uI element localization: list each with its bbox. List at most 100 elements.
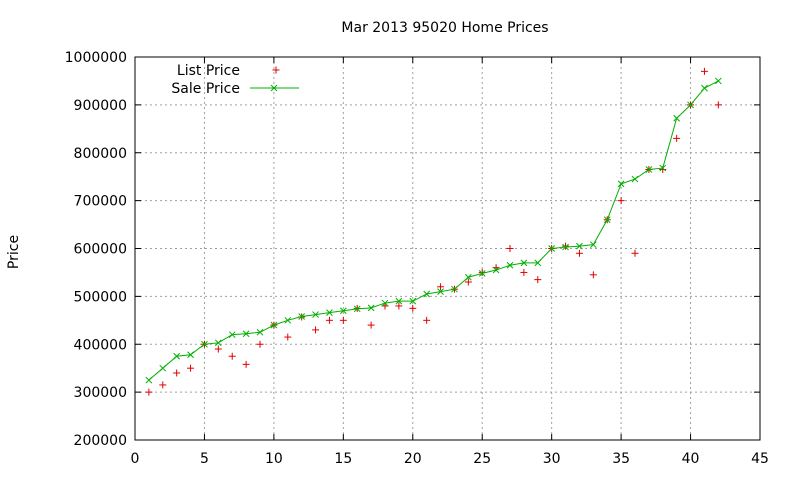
tick-label-layer: 0 5 10 15 20 25 30 35 40 45 200000 300000 400000 5000…: [65, 50, 769, 467]
list-price-point: [464, 278, 472, 286]
x-tick-label: 10: [265, 451, 283, 467]
sale-price-point: [562, 243, 569, 251]
sale-price-point: [687, 101, 694, 109]
legend-label-list-price: List Price: [177, 63, 240, 79]
legend-label-sale-price: Sale Price: [171, 81, 240, 97]
sale-price-point: [284, 316, 292, 324]
series-layer: [145, 67, 722, 396]
y-tick-label: 900000: [74, 98, 127, 114]
list-price-point: [631, 249, 639, 257]
sale-price-point: [645, 166, 653, 173]
sale-price-point: [701, 84, 708, 92]
y-tick-label: 600000: [74, 242, 127, 258]
list-price-point: [339, 316, 347, 324]
sale-price-point: [659, 164, 667, 172]
sale-price-point: [187, 351, 194, 359]
y-tick-label: 400000: [74, 337, 127, 353]
list-price-point: [437, 283, 445, 291]
y-tick-label: 800000: [74, 146, 127, 162]
sale-price-point: [617, 180, 625, 188]
sale-price-point: [381, 299, 389, 307]
y-tick-label: 500000: [74, 289, 127, 305]
x-tick-label: 15: [334, 451, 352, 467]
x-tick-label: 35: [612, 451, 630, 467]
sale-price-point: [159, 364, 167, 372]
y-tick-label: 300000: [74, 385, 127, 401]
grid-layer: [135, 57, 760, 440]
list-price-point: [284, 333, 292, 341]
list-price-point: [423, 316, 431, 324]
chart-title: Mar 2013 95020 Home Prices: [341, 20, 548, 36]
sale-price-point: [242, 330, 250, 338]
list-price-point: [409, 304, 417, 312]
series-1: [145, 77, 722, 384]
sale-price-point: [464, 273, 472, 281]
list-price-point: [617, 197, 625, 205]
list-price-point: [589, 271, 597, 279]
list-price-point: [159, 381, 167, 389]
list-price-point: [173, 369, 181, 377]
list-price-point: [700, 67, 708, 75]
sale-price-point: [423, 290, 431, 298]
sale-price-point: [339, 307, 347, 315]
legend-marks: [250, 66, 299, 92]
sale-price-point: [256, 328, 264, 336]
sale-price-point: [298, 313, 306, 320]
sale-price-point: [631, 175, 639, 183]
sale-price-point: [478, 270, 486, 277]
sale-price-point: [534, 259, 542, 267]
list-price-point: [506, 245, 514, 252]
list-price-point: [562, 242, 570, 250]
series-0: [145, 67, 722, 396]
list-price-point: [214, 345, 222, 353]
list-price-point: [367, 321, 375, 329]
x-tick-label: 30: [543, 451, 561, 467]
sale-price-point: [548, 245, 556, 252]
sale-price-point: [395, 297, 403, 305]
y-tick-label: 1000000: [65, 50, 127, 66]
list-price-point: [395, 302, 403, 310]
list-price-point: [228, 352, 236, 360]
sale-price-point: [673, 114, 681, 122]
list-price-point: [673, 134, 681, 142]
sale-price-point: [409, 297, 417, 305]
list-price-point: [187, 364, 195, 372]
list-price-point: [714, 101, 722, 109]
sale-price-point: [353, 305, 361, 313]
list-price-point: [520, 268, 528, 276]
sale-price-point: [312, 311, 319, 318]
sale-price-point: [506, 261, 514, 269]
list-price-point: [325, 316, 333, 324]
x-tick-label: 0: [131, 451, 140, 467]
sale-price-point: [367, 304, 375, 312]
sale-price-point: [270, 321, 278, 329]
list-price-point: [242, 360, 250, 368]
y-tick-label: 200000: [74, 433, 127, 449]
sale-price-point: [214, 339, 222, 347]
sale-price-point: [589, 241, 597, 249]
sale-price-point: [228, 331, 236, 339]
x-tick-label: 20: [404, 451, 422, 467]
list-price-point: [145, 388, 153, 396]
list-price-point: [575, 249, 583, 257]
legend-mark-sale-price: [270, 84, 278, 92]
sale-price-point: [437, 288, 444, 295]
x-tick-label: 5: [200, 451, 209, 467]
y-axis-label: Price: [6, 235, 22, 269]
y-tick-label: 700000: [74, 194, 127, 210]
list-price-point: [534, 276, 542, 284]
legend-mark-list-price: [272, 66, 280, 74]
sale-price-line: [148, 80, 719, 381]
sale-price-point: [603, 216, 611, 224]
sale-price-point: [520, 259, 528, 267]
x-tick-label: 40: [682, 451, 700, 467]
x-tick-label: 25: [473, 451, 491, 467]
sale-price-point: [714, 77, 722, 85]
sale-price-point: [451, 285, 458, 293]
list-price-point: [256, 340, 264, 348]
sale-price-point: [576, 242, 583, 250]
legend: List Price Sale Price: [171, 63, 299, 97]
x-tick-label: 45: [751, 451, 769, 467]
tick-layer: [134, 56, 761, 441]
